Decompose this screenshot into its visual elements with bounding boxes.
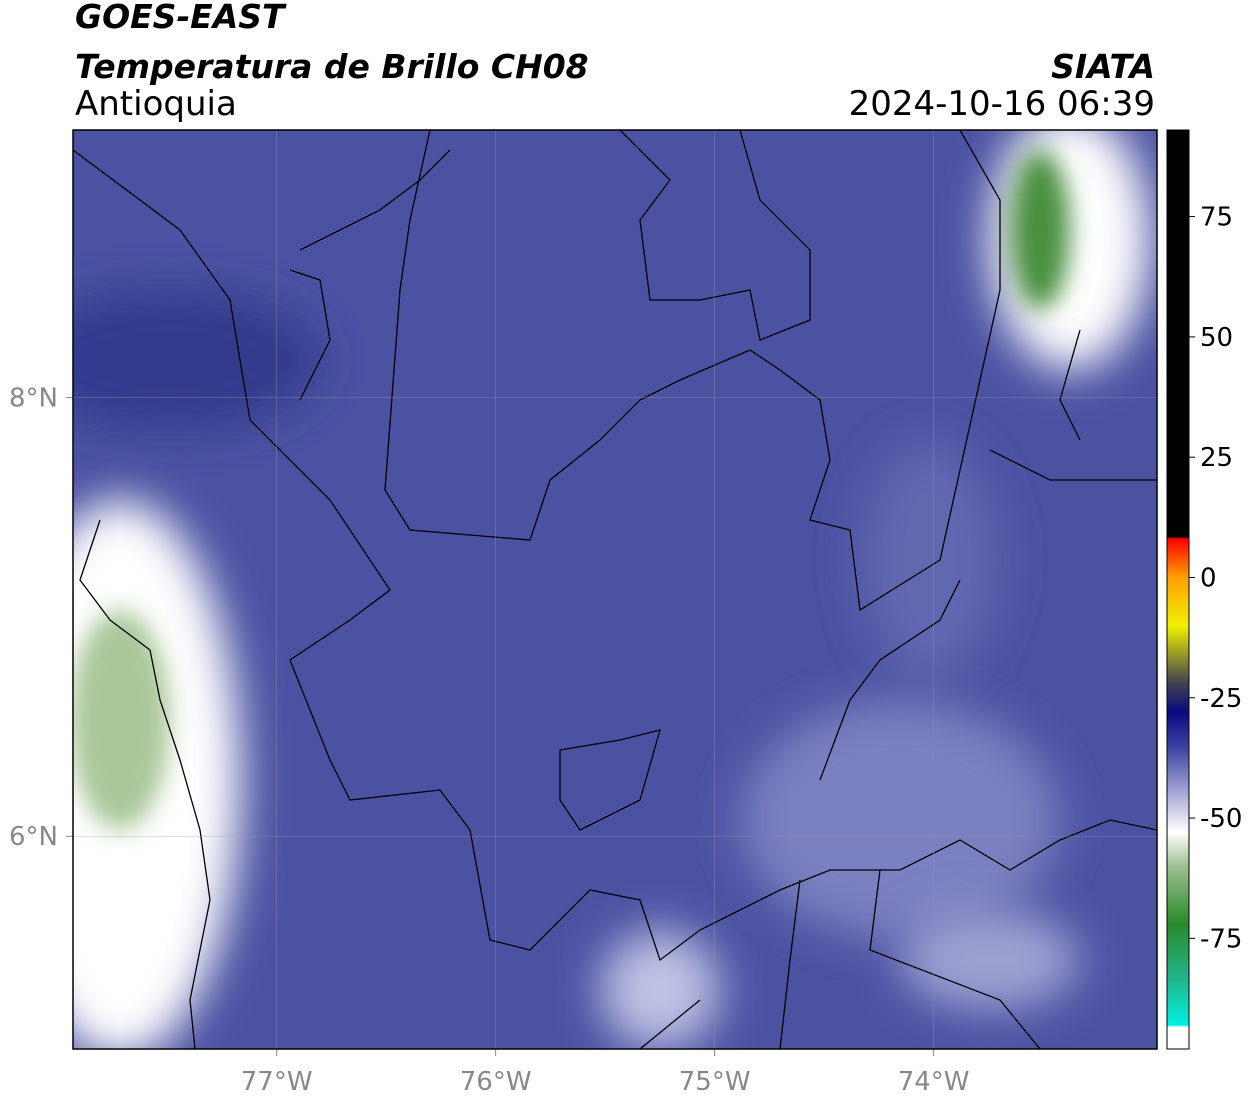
y-tick-label: 8°N — [9, 384, 58, 414]
colorbar-fill — [1166, 129, 1190, 1050]
x-tick-label: 75°W — [679, 1067, 751, 1097]
subtitle: Temperatura de Brillo CH08 — [75, 47, 589, 86]
warm-area — [73, 610, 170, 830]
grid: 77°W 76°W 75°W 74°W 6°N 8°N — [9, 130, 1157, 1097]
warm-area — [860, 440, 1000, 680]
x-tick-label: 74°W — [898, 1067, 970, 1097]
coastline — [79, 519, 211, 1049]
colorbar-tick-label: 0 — [1200, 563, 1217, 593]
border — [619, 130, 811, 341]
datetime: 2024-10-16 06:39 — [849, 84, 1155, 124]
border — [559, 579, 961, 831]
y-tick-label: 6°N — [9, 822, 58, 852]
colorbar: -75 -50 -25 0 25 50 75 — [1166, 129, 1242, 1050]
border — [384, 130, 1001, 612]
map-frame — [72, 129, 1158, 1050]
warm-area — [600, 930, 720, 1049]
warm-area — [900, 910, 1080, 1010]
x-tick-label: 76°W — [460, 1067, 532, 1097]
border — [639, 869, 1041, 1049]
x-tick-label: 77°W — [241, 1067, 313, 1097]
colorbar-tick-label: -75 — [1200, 924, 1242, 954]
colorbar-tick-label: 75 — [1200, 203, 1233, 233]
coastline — [289, 149, 451, 401]
colorbar-tick-label: 25 — [1200, 443, 1233, 473]
colorbar-tick-label: 50 — [1200, 323, 1233, 353]
cold-area — [73, 290, 320, 430]
title: GOES-EAST — [75, 0, 287, 36]
source: SIATA — [1051, 47, 1155, 86]
colorbar-tick-label: -25 — [1200, 684, 1242, 714]
region: Antioquia — [75, 84, 237, 124]
border — [73, 149, 1157, 962]
map-field — [73, 130, 1157, 1049]
border — [989, 329, 1157, 481]
warm-area — [1010, 150, 1070, 310]
colorbar-tick-label: -50 — [1200, 804, 1242, 834]
warm-area — [740, 700, 1060, 940]
